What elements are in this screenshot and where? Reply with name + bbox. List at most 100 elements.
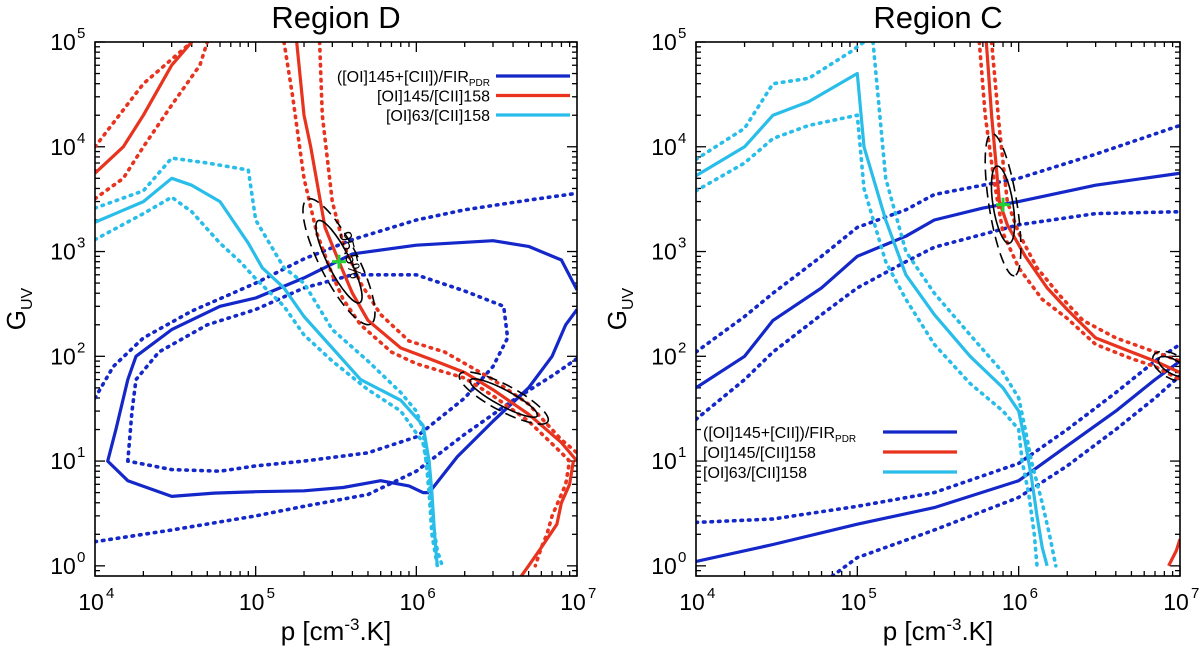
series-OI145_best (95, 42, 193, 175)
y-tick-label-exponent: 1 (77, 444, 85, 461)
x-tick-label-exponent: 5 (868, 585, 876, 602)
y-tick-label: 10 (651, 553, 677, 579)
y-axis-label-main: G (1, 310, 31, 330)
y-tick-label-exponent: 4 (678, 130, 686, 147)
legend-label: ([OI]145+[CII])/FIRPDR (703, 425, 856, 445)
series-FIR_lower (95, 356, 577, 544)
series-OI145_best_bottom (519, 460, 575, 576)
x-axis-label-sup: -3 (344, 615, 359, 634)
chart-title: Region C (873, 0, 1002, 35)
y-axis-label-sub: UV (19, 287, 36, 310)
y-tick-label: 10 (50, 29, 76, 55)
series-group (696, 42, 1180, 576)
x-tick-label: 10 (560, 589, 586, 615)
series-OI145_lower (977, 42, 1180, 382)
plot-frame (695, 41, 1181, 577)
confidence-ellipse-dashed (1151, 350, 1180, 383)
legend-label-main: [OI]63/[CII]158 (703, 465, 807, 482)
confidence-ellipse-solid (315, 219, 363, 304)
series-OI145_best_bottom (1167, 538, 1180, 567)
confidence-ellipse-dashed (458, 371, 550, 425)
series-OI145_lower (95, 42, 210, 201)
series-FIR_best (106, 239, 577, 498)
series-OI63_upper (95, 156, 440, 568)
confidence-ellipse-solid (1157, 355, 1180, 378)
series-FIR_best_lower (696, 359, 1180, 564)
series-OI63_upper (696, 42, 866, 162)
series-OI63_best (696, 71, 1049, 567)
axis-ticks (695, 41, 1181, 577)
y-tick-label: 10 (651, 239, 677, 265)
series-OI63_lower (95, 195, 445, 568)
legend-label: [OI]63/[CII]158 (703, 465, 807, 482)
x-axis-label-end: .K] (961, 616, 993, 646)
series-FIR_inner (126, 272, 510, 474)
y-tick-label: 10 (651, 343, 677, 369)
x-axis-label: p [cm-3.K] (883, 615, 994, 646)
legend-label: [OI]63/[CII]158 (386, 108, 490, 125)
y-tick-label: 10 (50, 448, 76, 474)
y-axis-label: GUV (1, 287, 36, 330)
y-axis-label: GUV (602, 287, 637, 330)
legend-label-sub: PDR (835, 434, 856, 445)
x-axis-label-sup: -3 (946, 615, 961, 634)
legend-label-main: [OI]145/[CII]158 (703, 445, 816, 462)
panel-region-c: Region C10 4 10 5 10 6 10 710 010 110 210 310 410 5p … (602, 0, 1199, 646)
series-FIR_best_upper (696, 171, 1180, 390)
series-OI63_best (95, 176, 439, 566)
series-OI145_upper (989, 42, 1180, 363)
y-tick-label-exponent: 3 (678, 235, 686, 252)
x-tick-label: 10 (1163, 589, 1189, 615)
legend-label: [OI]145/[CII]158 (377, 89, 490, 106)
y-tick-label-exponent: 2 (77, 339, 85, 356)
series-OI145_best (984, 42, 1180, 374)
y-tick-label: 10 (50, 134, 76, 160)
series-FIR_lower_inner (830, 374, 1180, 576)
y-tick-label: 10 (50, 239, 76, 265)
series-FIR_upper (95, 191, 577, 400)
axis-ticks (94, 41, 578, 577)
y-tick-label: 10 (50, 343, 76, 369)
plot-frame (94, 41, 578, 577)
legend-label-sub: PDR (469, 78, 490, 89)
x-tick-label-exponent: 4 (106, 585, 114, 602)
series-FIR_upper_outer (696, 123, 1180, 354)
confidence-ellipse-solid (990, 165, 1016, 245)
series-OI63_lower (696, 113, 1039, 568)
y-tick-label-exponent: 0 (77, 549, 85, 566)
y-tick-label-exponent: 5 (77, 25, 85, 42)
y-tick-label-exponent: 0 (678, 549, 686, 566)
y-tick-label-exponent: 1 (678, 444, 686, 461)
series-OI145_best_main (295, 42, 577, 463)
y-tick-label-exponent: 2 (678, 339, 686, 356)
legend-label: [OI]145/[CII]158 (703, 445, 816, 462)
x-tick-label: 10 (78, 589, 104, 615)
y-tick-label-exponent: 3 (77, 235, 85, 252)
chart-title: Region D (271, 0, 400, 35)
legend-label-main: [OI]145/[CII]158 (377, 89, 490, 106)
confidence-ellipse-dashed (302, 197, 376, 326)
legend-label: ([OI]145+[CII])/FIRPDR (337, 69, 490, 89)
legend-label-main: ([OI]145+[CII])/FIR (337, 69, 469, 86)
x-tick-label-exponent: 6 (1030, 585, 1038, 602)
x-tick-label-exponent: 5 (267, 585, 275, 602)
y-tick-label: 10 (50, 553, 76, 579)
legend-label-main: [OI]63/[CII]158 (386, 108, 490, 125)
y-tick-label-exponent: 4 (77, 130, 85, 147)
series-OI145_upper (95, 42, 194, 149)
best-fit-marker (996, 197, 1011, 212)
x-tick-label-exponent: 4 (707, 585, 715, 602)
y-axis-label-sub: UV (620, 287, 637, 310)
x-tick-label: 10 (841, 589, 867, 615)
x-axis-label-main: p [cm (883, 616, 947, 646)
x-axis-label-main: p [cm (281, 616, 345, 646)
series-FIR_best_lower (427, 308, 577, 494)
series-OI63_upper_main (871, 42, 1058, 568)
legend: ([OI]145+[CII])/FIRPDR[OI]145/[CII]158 [O… (703, 425, 957, 482)
legend: ([OI]145+[CII])/FIRPDR[OI]145/[CII]158 [O… (337, 69, 570, 125)
y-tick-label: 10 (651, 448, 677, 474)
y-tick-label: 10 (651, 134, 677, 160)
best-fit-marker (331, 254, 346, 269)
series-FIR_upper_inner (696, 209, 1180, 422)
